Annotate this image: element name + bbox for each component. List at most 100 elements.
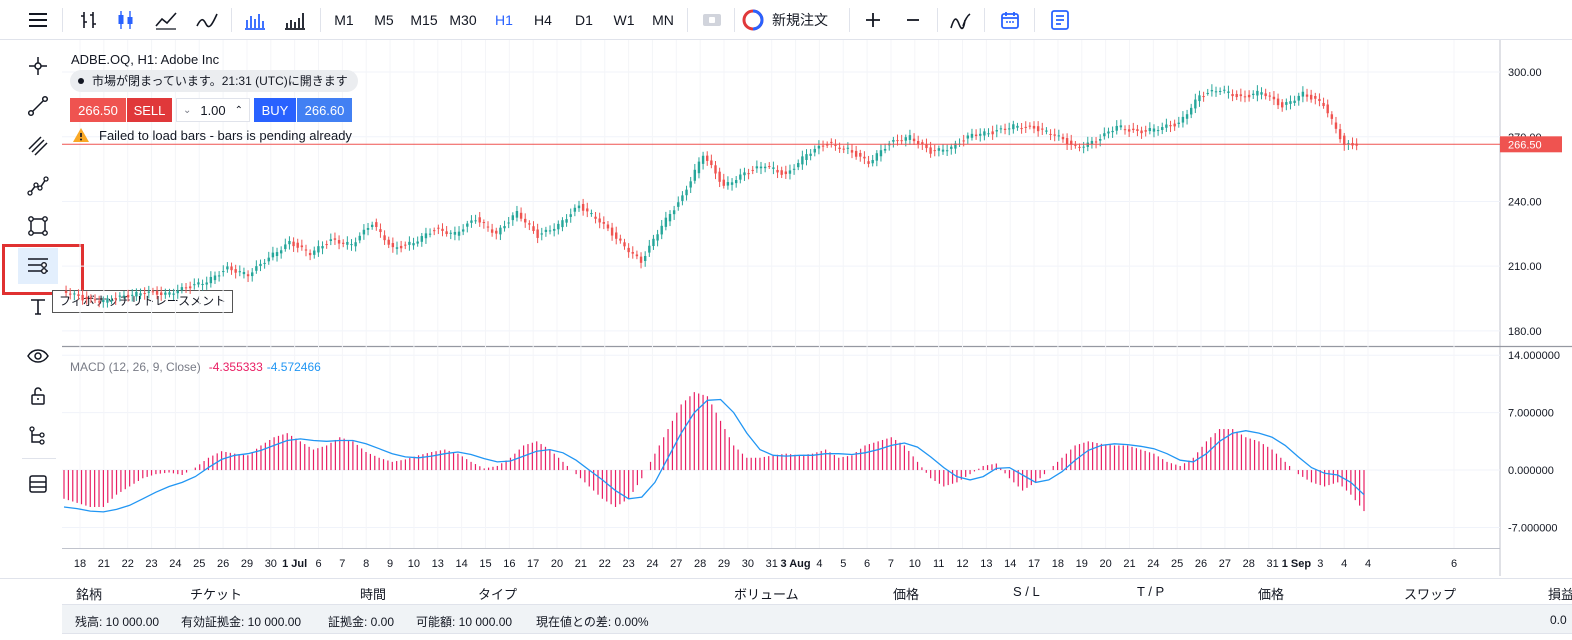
buy-button[interactable]: BUY [254, 98, 296, 122]
candle-body [97, 301, 101, 303]
trend-line-icon[interactable] [18, 88, 58, 124]
col-ticket[interactable]: チケット [190, 587, 243, 602]
time-tick-label: 24 [1147, 558, 1159, 570]
calendar-icon[interactable] [996, 5, 1024, 35]
menu-icon[interactable] [22, 5, 54, 35]
buy-price-button[interactable]: 266.60 [296, 98, 352, 122]
candle-body [1148, 128, 1152, 132]
time-tick-label: 10 [408, 558, 420, 570]
object-tree-icon[interactable] [18, 418, 58, 454]
margin: 証拠金: 0.00 [328, 615, 395, 629]
candle-body [1314, 95, 1317, 99]
fibonacci-retracement-icon[interactable] [18, 248, 58, 284]
col-type[interactable]: タイプ [478, 587, 518, 602]
timeframe-mn[interactable]: MN [652, 12, 674, 28]
parallel-channel-icon[interactable] [18, 128, 58, 164]
candle-body [681, 195, 684, 201]
candle-body [610, 227, 614, 236]
candle-body [160, 292, 163, 296]
col-sl[interactable]: S / L [1013, 584, 1040, 599]
candle-body [354, 242, 357, 247]
bar-chart-icon[interactable] [74, 5, 104, 35]
candle-body [131, 294, 134, 296]
zoom-out-icon[interactable] [899, 5, 927, 35]
polyline-icon[interactable] [18, 168, 58, 204]
candle-body [1123, 129, 1127, 131]
candle-body [1053, 134, 1056, 136]
col-profit[interactable]: 損益 [1548, 587, 1572, 602]
equity: 有効証拠金: 10 000.00 [181, 615, 302, 629]
eye-icon[interactable] [18, 338, 58, 374]
candle-body [726, 182, 730, 186]
candle-body [499, 227, 502, 235]
volume-icon[interactable] [240, 5, 270, 35]
candle-body [395, 247, 399, 249]
candle-body [1181, 116, 1185, 123]
sell-price-button[interactable]: 266.50 [70, 98, 126, 122]
quantity-value[interactable]: 1.00 [200, 102, 226, 118]
candle-body [871, 159, 874, 164]
indicator-add-icon[interactable] [946, 5, 976, 35]
indicators-icon[interactable] [280, 5, 310, 35]
price-tick-label: 240.00 [1508, 196, 1542, 208]
chevron-down-icon[interactable]: ⌄ [183, 104, 192, 116]
timeframe-h4[interactable]: H4 [534, 12, 552, 28]
candle-body [734, 180, 738, 184]
zoom-in-icon[interactable] [859, 5, 887, 35]
rectangle-icon[interactable] [18, 208, 58, 244]
time-tick-label: 5 [840, 558, 846, 570]
col-current-price[interactable]: 価格 [1258, 587, 1285, 602]
sell-button[interactable]: SELL [126, 98, 172, 122]
total-profit: 0.0 [1550, 613, 1567, 627]
candle-body [747, 173, 750, 175]
candle-body [1127, 129, 1131, 132]
timeframe-m1[interactable]: M1 [334, 12, 354, 28]
line-chart-icon[interactable] [192, 5, 222, 35]
quantity-stepper[interactable]: ⌄ 1.00 ⌃ [176, 98, 250, 122]
timeframe-h1[interactable]: H1 [495, 12, 513, 28]
chart-area[interactable]: 300.00270.00240.00210.00180.0014.0000007… [62, 40, 1572, 576]
candle-body [759, 166, 763, 169]
col-time[interactable]: 時間 [360, 587, 387, 602]
candle-body [263, 262, 266, 264]
text-tool-icon[interactable] [18, 288, 58, 324]
candle-body [995, 130, 998, 132]
candle-body [1322, 102, 1325, 107]
col-tp[interactable]: T / P [1137, 584, 1165, 599]
candle-body [1243, 96, 1247, 98]
timeframe-w1[interactable]: W1 [613, 12, 635, 28]
candle-body [652, 238, 655, 247]
one-click-trading-icon[interactable] [698, 5, 726, 35]
chevron-up-icon[interactable]: ⌃ [234, 104, 243, 116]
col-volume[interactable]: ボリューム [734, 587, 799, 602]
area-chart-icon[interactable] [151, 5, 181, 35]
candle-body [412, 243, 415, 246]
candle-body [89, 297, 93, 299]
timeframe-m30[interactable]: M30 [449, 12, 477, 28]
candle-body [797, 163, 800, 168]
time-tick-label: 13 [980, 558, 992, 570]
candlestick-chart-icon[interactable] [111, 5, 141, 35]
time-tick-label: 25 [1171, 558, 1183, 570]
time-tick-label: 12 [956, 558, 968, 570]
col-price[interactable]: 価格 [893, 587, 920, 602]
unlock-icon[interactable] [18, 378, 58, 414]
crosshair-icon[interactable] [18, 48, 58, 84]
timeframe-d1[interactable]: D1 [575, 12, 593, 28]
candle-body [420, 236, 424, 242]
templates-icon[interactable] [18, 466, 58, 502]
candle-body [251, 272, 254, 277]
candle-body [1198, 95, 1201, 102]
time-tick-label: 20 [1100, 558, 1112, 570]
macd-legend-value2: -4.572466 [266, 360, 321, 374]
price-tick-label: 210.00 [1508, 261, 1542, 273]
timeframe-m15[interactable]: M15 [410, 12, 438, 28]
col-symbol[interactable]: 銘柄 [76, 587, 103, 602]
news-icon[interactable] [1046, 5, 1074, 35]
new-order-button[interactable]: 新規注文 [742, 5, 842, 35]
price-diff: 現在値との差: 0.00% [536, 615, 649, 629]
candle-body [730, 182, 734, 185]
time-tick-label: 4 [1341, 558, 1347, 570]
timeframe-m5[interactable]: M5 [374, 12, 394, 28]
col-swap[interactable]: スワップ [1404, 587, 1457, 602]
